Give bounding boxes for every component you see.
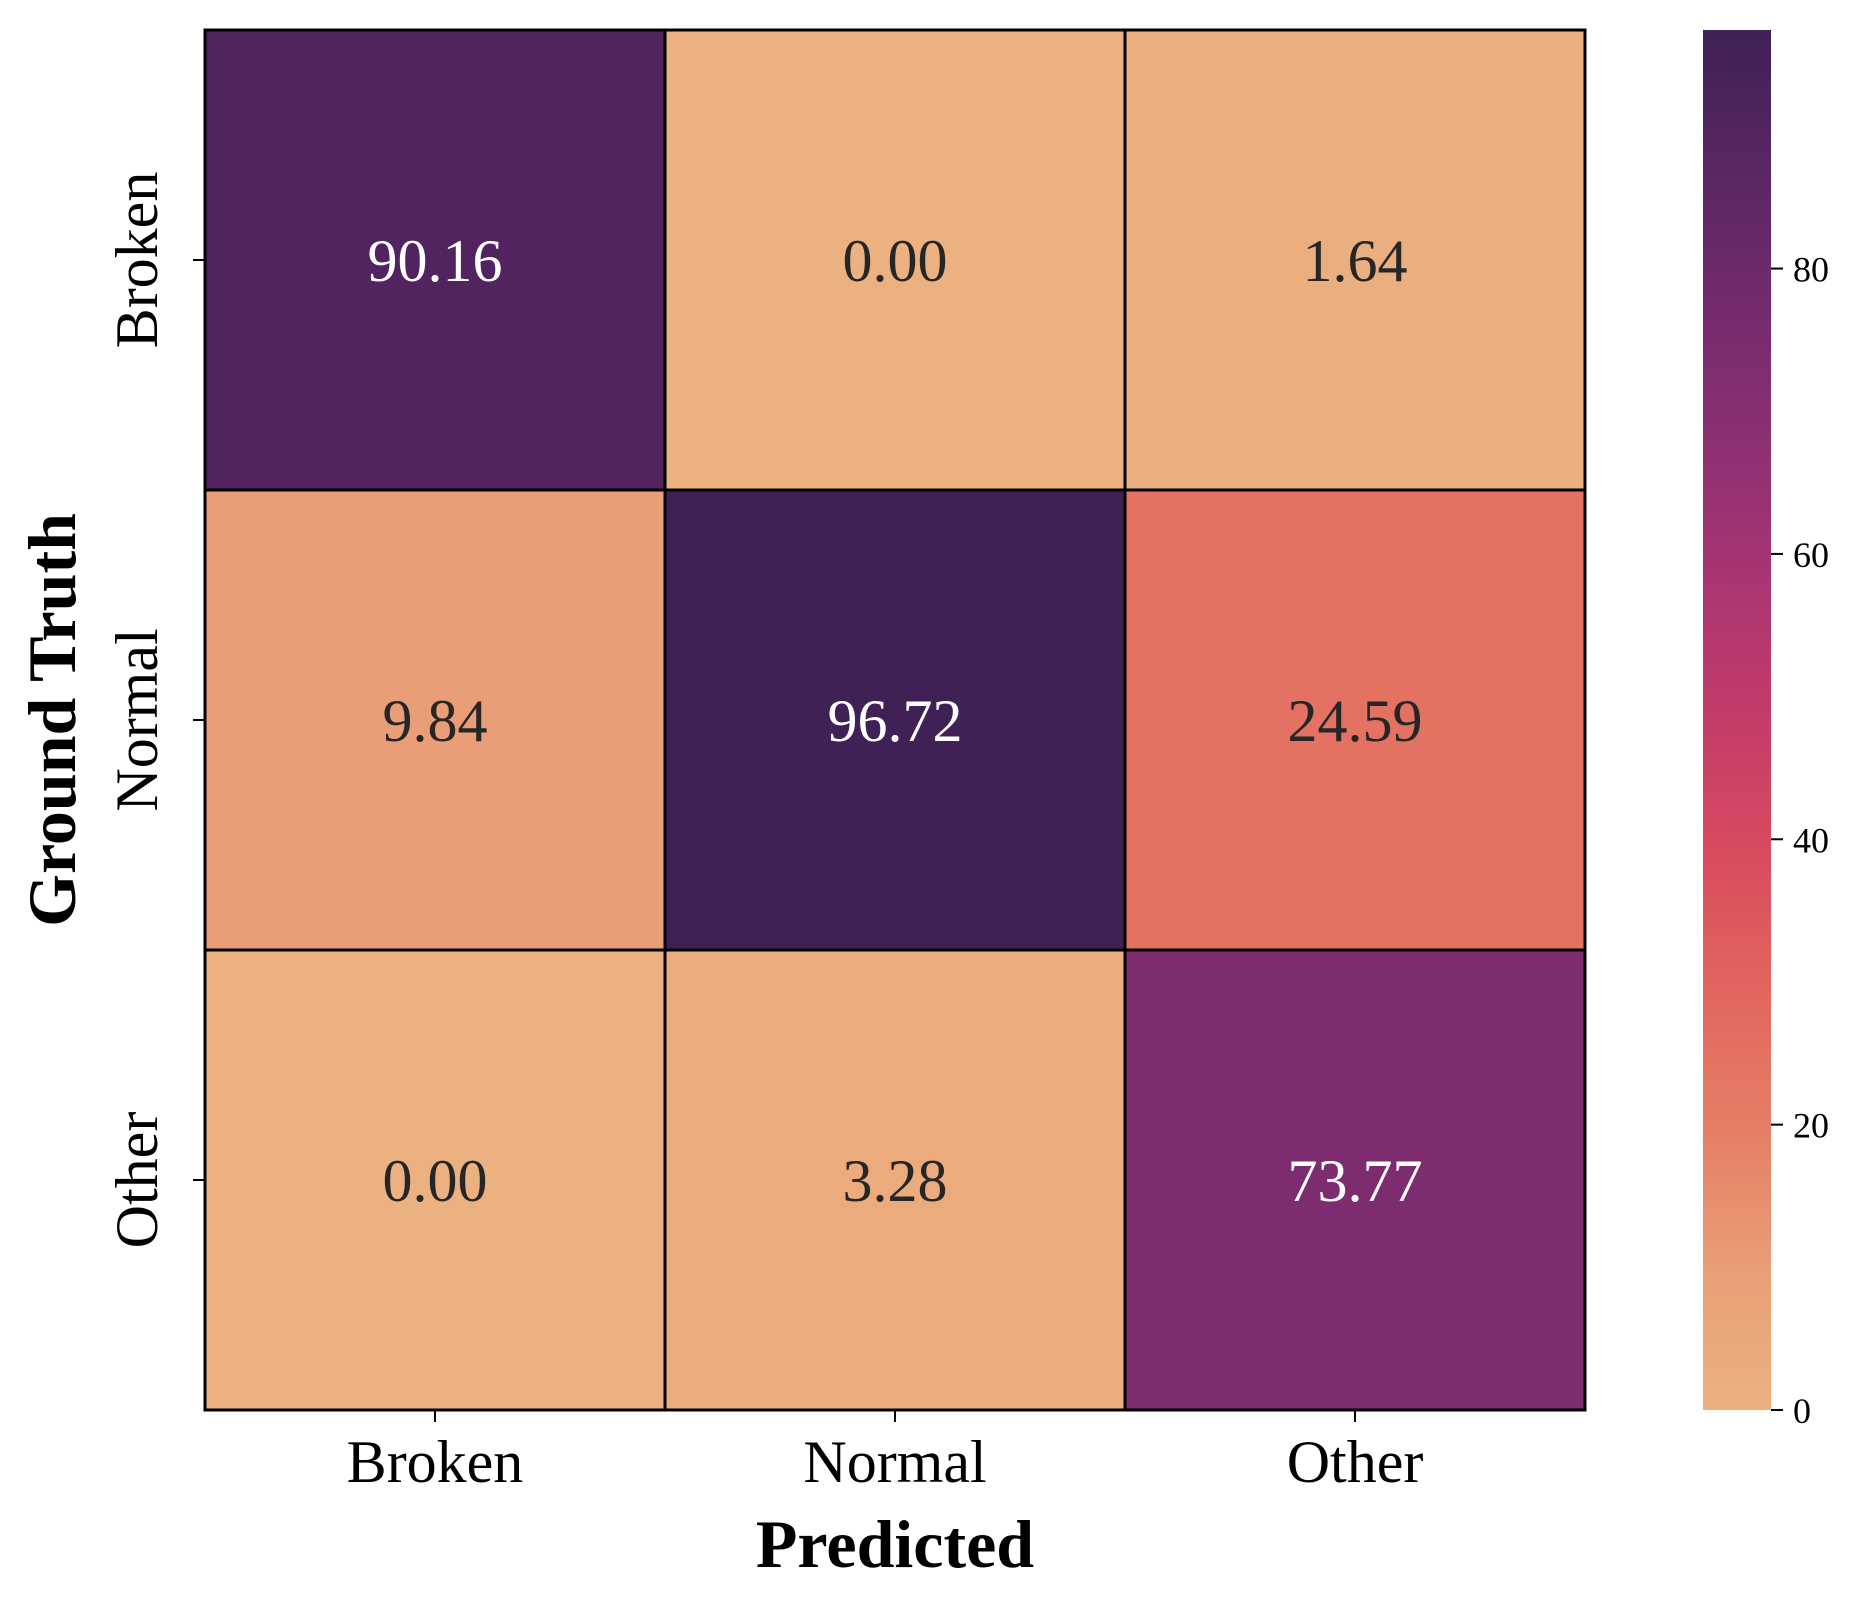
cell-label: 96.72 bbox=[828, 688, 963, 754]
cell-label: 0.00 bbox=[383, 1148, 488, 1214]
cell-annotations: 90.16 0.00 1.64 9.84 96.72 24.59 0.00 3.28 73.77 bbox=[368, 228, 1423, 1214]
x-tick-label: Broken bbox=[347, 1429, 524, 1495]
cell-label: 90.16 bbox=[368, 228, 503, 294]
cell-label: 73.77 bbox=[1288, 1148, 1423, 1214]
x-tick-label: Other bbox=[1287, 1429, 1424, 1495]
colorbar-tick-label: 20 bbox=[1793, 1106, 1829, 1146]
colorbar-tick-label: 60 bbox=[1793, 535, 1829, 575]
y-tick-label: Other bbox=[104, 1112, 170, 1249]
heatmap-cell-normal-normal bbox=[663, 488, 1127, 952]
colorbar: 0 20 40 60 80 bbox=[1703, 30, 1829, 1431]
colorbar-tick-label: 0 bbox=[1793, 1391, 1811, 1431]
x-tick-label: Normal bbox=[803, 1429, 986, 1495]
heatmap-cells bbox=[203, 28, 1587, 1412]
colorbar-tick-label: 80 bbox=[1793, 250, 1829, 290]
x-axis-title: Predicted bbox=[756, 1506, 1034, 1582]
colorbar-fill bbox=[1703, 30, 1771, 1410]
heatmap-cell-broken-broken bbox=[203, 28, 667, 492]
heatmap-cell-other-broken bbox=[203, 948, 667, 1412]
cell-label: 9.84 bbox=[383, 688, 488, 754]
x-axis: Broken Normal Other bbox=[347, 1410, 1424, 1495]
y-axis-title: Ground Truth bbox=[14, 513, 90, 927]
cell-label: 0.00 bbox=[843, 228, 948, 294]
cell-label: 24.59 bbox=[1288, 688, 1423, 754]
heatmap-cell-normal-broken bbox=[203, 488, 667, 952]
y-axis: Broken Normal Other bbox=[104, 172, 205, 1249]
heatmap-cell-normal-other bbox=[1123, 488, 1587, 952]
y-tick-label: Broken bbox=[104, 172, 170, 349]
heatmap-cell-broken-normal bbox=[663, 28, 1127, 492]
y-tick-label: Normal bbox=[104, 628, 170, 811]
heatmap-cell-other-normal bbox=[663, 948, 1127, 1412]
cell-label: 1.64 bbox=[1303, 228, 1408, 294]
colorbar-ticks: 0 20 40 60 80 bbox=[1771, 250, 1829, 1431]
colorbar-tick-label: 40 bbox=[1793, 820, 1829, 860]
cell-label: 3.28 bbox=[843, 1148, 948, 1214]
